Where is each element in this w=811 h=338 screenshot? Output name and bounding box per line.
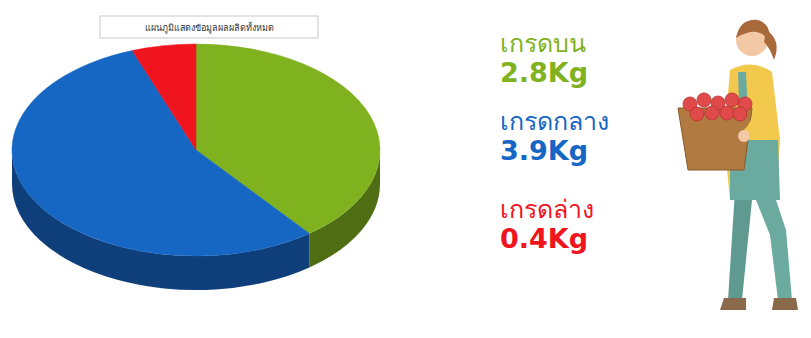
category-label: เกรดล่าง — [500, 195, 594, 224]
data-labels: เกรดบน2.8Kg เกรดกลาง3.9Kg เกรดล่าง0.4Kg — [500, 29, 609, 254]
chart: แผนภูมิแสดงข้อมูลผลผลิตทั้งหมดเกรดบน2.8K… — [0, 0, 811, 338]
apple — [720, 106, 734, 120]
apple — [733, 107, 747, 121]
title-box: แผนภูมิแสดงข้อมูลผลผลิตทั้งหมด — [100, 16, 318, 38]
shoe — [720, 298, 746, 310]
value-label: 3.9Kg — [500, 135, 588, 166]
ponytail — [764, 30, 777, 60]
leg — [728, 190, 752, 300]
slice — [132, 44, 196, 150]
farmer-illustration — [678, 20, 798, 310]
value-label: 2.8Kg — [500, 57, 588, 88]
category-label: เกรดกลาง — [500, 107, 609, 136]
value-label: 0.4Kg — [500, 223, 588, 254]
apple — [697, 93, 711, 107]
title-frame — [100, 16, 318, 38]
shoe — [772, 298, 798, 310]
pie — [12, 44, 380, 290]
leg — [752, 188, 792, 300]
apple — [690, 107, 704, 121]
apple — [725, 93, 739, 107]
hand — [738, 130, 750, 142]
category-label: เกรดบน — [500, 29, 586, 58]
apple — [705, 106, 719, 120]
title: แผนภูมิแสดงข้อมูลผลผลิตทั้งหมด — [145, 21, 274, 34]
